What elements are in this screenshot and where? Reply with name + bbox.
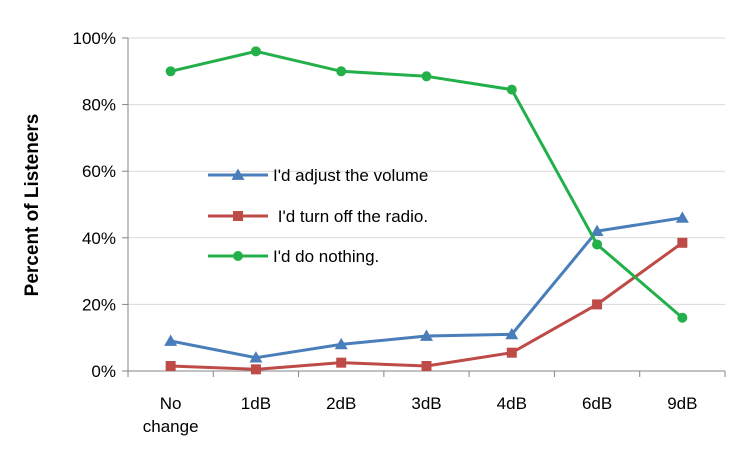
data-point [505, 327, 519, 340]
y-tick-label: 100% [73, 29, 116, 48]
y-tick-label: 40% [82, 229, 116, 248]
data-point [675, 211, 689, 223]
data-point [677, 312, 688, 323]
data-point [336, 66, 347, 77]
data-point [250, 364, 261, 375]
series-1 [164, 211, 689, 363]
x-tick-label: 3dB [411, 394, 441, 413]
legend-label: I'd do nothing. [273, 247, 379, 266]
y-axis-ticks: 0% 20% 40% 60% 80% 100% [73, 29, 116, 381]
legend-label: I'd turn off the radio. [273, 207, 428, 226]
y-tick-label: 20% [82, 295, 116, 314]
data-point [420, 329, 433, 341]
data-point [506, 347, 517, 358]
legend-label: I'd adjust the volume [273, 166, 428, 185]
gridlines [128, 37, 725, 305]
x-tick-label: 1dB [241, 394, 271, 413]
data-point [592, 239, 603, 250]
legend-item: I'd turn off the radio. [208, 207, 428, 226]
legend-item: I'd do nothing. [208, 247, 379, 266]
data-point [677, 237, 688, 248]
series-line [170, 241, 684, 371]
y-axis-label: Percent of Listeners [22, 114, 43, 297]
data-point [421, 361, 432, 372]
data-point [250, 46, 261, 57]
data-point [249, 351, 263, 363]
legend-marker [233, 211, 243, 221]
y-tick-label: 80% [82, 96, 116, 115]
x-tick-label: 2dB [326, 394, 356, 413]
legend-item: I'd adjust the volume [208, 166, 428, 185]
data-point [590, 224, 604, 237]
x-tick-label: 4dB [497, 394, 527, 413]
data-point [165, 66, 176, 77]
data-point [592, 299, 603, 310]
series-lines [164, 46, 689, 375]
y-tick-label: 0% [91, 362, 116, 381]
y-tick-label: 60% [82, 162, 116, 181]
legend-marker [233, 251, 243, 261]
series-2 [165, 237, 688, 375]
data-point [164, 334, 178, 346]
data-point [506, 84, 517, 95]
x-tick-label: No change [143, 394, 199, 436]
data-point [165, 361, 176, 372]
series-3 [165, 46, 688, 323]
data-point [421, 71, 432, 82]
legend: I'd adjust the volume I'd turn off the r… [208, 166, 428, 266]
x-tick-label: 9dB [667, 394, 697, 413]
x-axis-ticks: No change 1dB 2dB 3dB 4dB 6dB 9dB [143, 394, 698, 436]
legend-marker [231, 168, 245, 180]
data-point [334, 337, 348, 350]
x-tick-label: 6dB [582, 394, 612, 413]
data-point [336, 357, 347, 368]
